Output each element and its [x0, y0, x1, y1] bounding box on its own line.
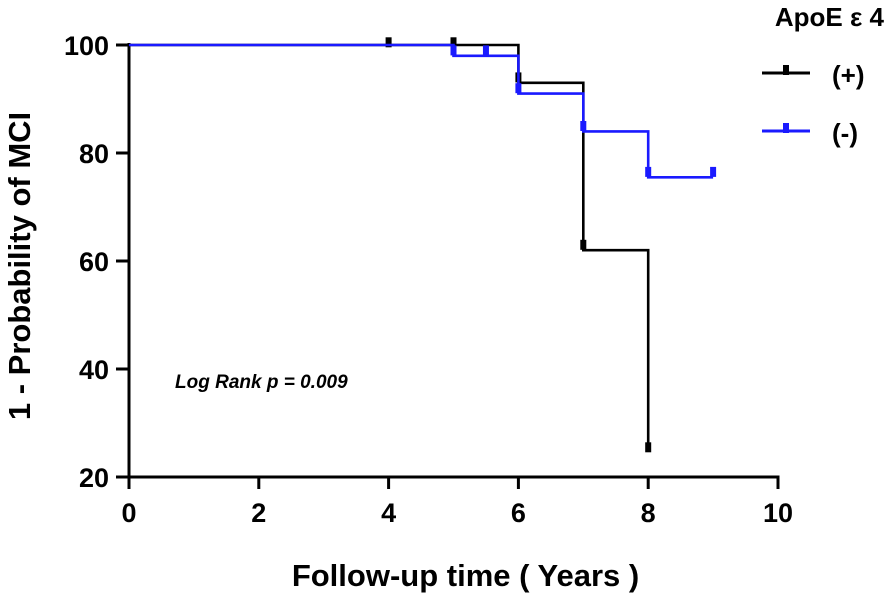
x-tick-label: 2 [251, 498, 266, 528]
censor-mark [450, 37, 457, 48]
censor-mark [482, 45, 489, 56]
y-tick-label: 100 [64, 31, 109, 61]
x-tick-label: 0 [121, 498, 136, 528]
legend-label: (-) [832, 118, 858, 148]
survival-curve [129, 43, 714, 179]
legend-swatch-marker [783, 65, 789, 75]
legend-title: ApoE ε 4 [775, 2, 885, 32]
censor-mark [385, 37, 392, 48]
legend-swatch-marker [783, 123, 789, 133]
y-axis-title: 1 - Probability of MCI [2, 112, 37, 420]
censor-mark [450, 45, 457, 56]
censor-mark [645, 166, 652, 177]
axes [127, 43, 780, 479]
y-tick-label: 40 [79, 355, 109, 385]
legend-label: (+) [832, 60, 865, 90]
series-apoe-negative [129, 43, 717, 179]
censor-mark [515, 83, 522, 94]
censor-mark [710, 166, 717, 177]
x-tick-label: 8 [641, 498, 656, 528]
x-tick-label: 4 [381, 498, 396, 528]
y-tick-label: 20 [79, 463, 109, 493]
x-tick-label: 6 [511, 498, 526, 528]
log-rank-annotation: Log Rank p = 0.009 [175, 372, 348, 393]
series-layer [129, 37, 717, 453]
x-axis-title: Follow-up time ( Years ) [292, 558, 639, 593]
censor-mark [580, 121, 587, 131]
censor-mark [580, 239, 587, 250]
censor-mark [645, 442, 652, 453]
y-tick-label: 60 [79, 247, 109, 277]
ticks: 0 2 4 6 8 10 20 40 60 80 100 [64, 31, 793, 528]
x-tick-label: 10 [763, 498, 793, 528]
survival-curve [129, 43, 650, 448]
legend: ApoE ε 4 (+) (-) [762, 2, 885, 148]
y-tick-label: 80 [79, 139, 109, 169]
